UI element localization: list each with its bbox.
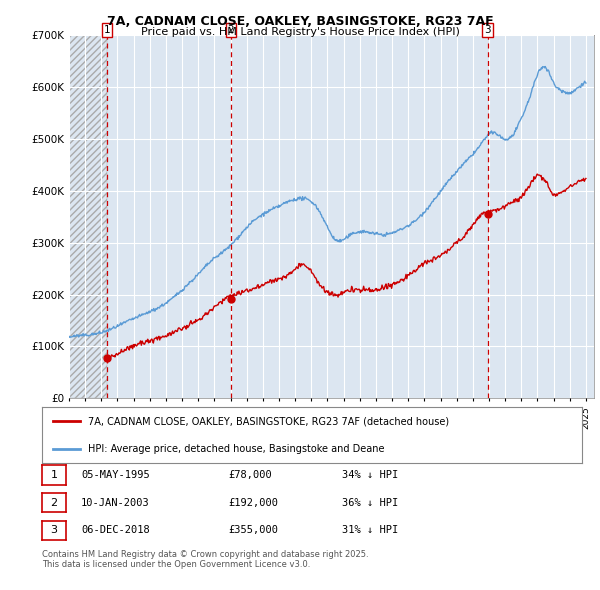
Text: Price paid vs. HM Land Registry's House Price Index (HPI): Price paid vs. HM Land Registry's House … [140, 27, 460, 37]
Text: HPI: Average price, detached house, Basingstoke and Deane: HPI: Average price, detached house, Basi… [88, 444, 385, 454]
Text: 1: 1 [104, 25, 110, 35]
Text: 10-JAN-2003: 10-JAN-2003 [81, 498, 150, 507]
Text: 1: 1 [50, 470, 58, 480]
Text: 2: 2 [50, 498, 58, 507]
Polygon shape [69, 35, 107, 398]
Text: 3: 3 [50, 526, 58, 535]
Text: 05-MAY-1995: 05-MAY-1995 [81, 470, 150, 480]
Text: 31% ↓ HPI: 31% ↓ HPI [342, 526, 398, 535]
Text: £192,000: £192,000 [228, 498, 278, 507]
Text: £78,000: £78,000 [228, 470, 272, 480]
Text: 06-DEC-2018: 06-DEC-2018 [81, 526, 150, 535]
Text: 2: 2 [228, 25, 235, 35]
Text: 3: 3 [485, 25, 491, 35]
Text: 36% ↓ HPI: 36% ↓ HPI [342, 498, 398, 507]
Text: 7A, CADNAM CLOSE, OAKLEY, BASINGSTOKE, RG23 7AF (detached house): 7A, CADNAM CLOSE, OAKLEY, BASINGSTOKE, R… [88, 416, 449, 426]
Text: Contains HM Land Registry data © Crown copyright and database right 2025.
This d: Contains HM Land Registry data © Crown c… [42, 550, 368, 569]
Text: 34% ↓ HPI: 34% ↓ HPI [342, 470, 398, 480]
Text: £355,000: £355,000 [228, 526, 278, 535]
Text: 7A, CADNAM CLOSE, OAKLEY, BASINGSTOKE, RG23 7AF: 7A, CADNAM CLOSE, OAKLEY, BASINGSTOKE, R… [107, 15, 493, 28]
